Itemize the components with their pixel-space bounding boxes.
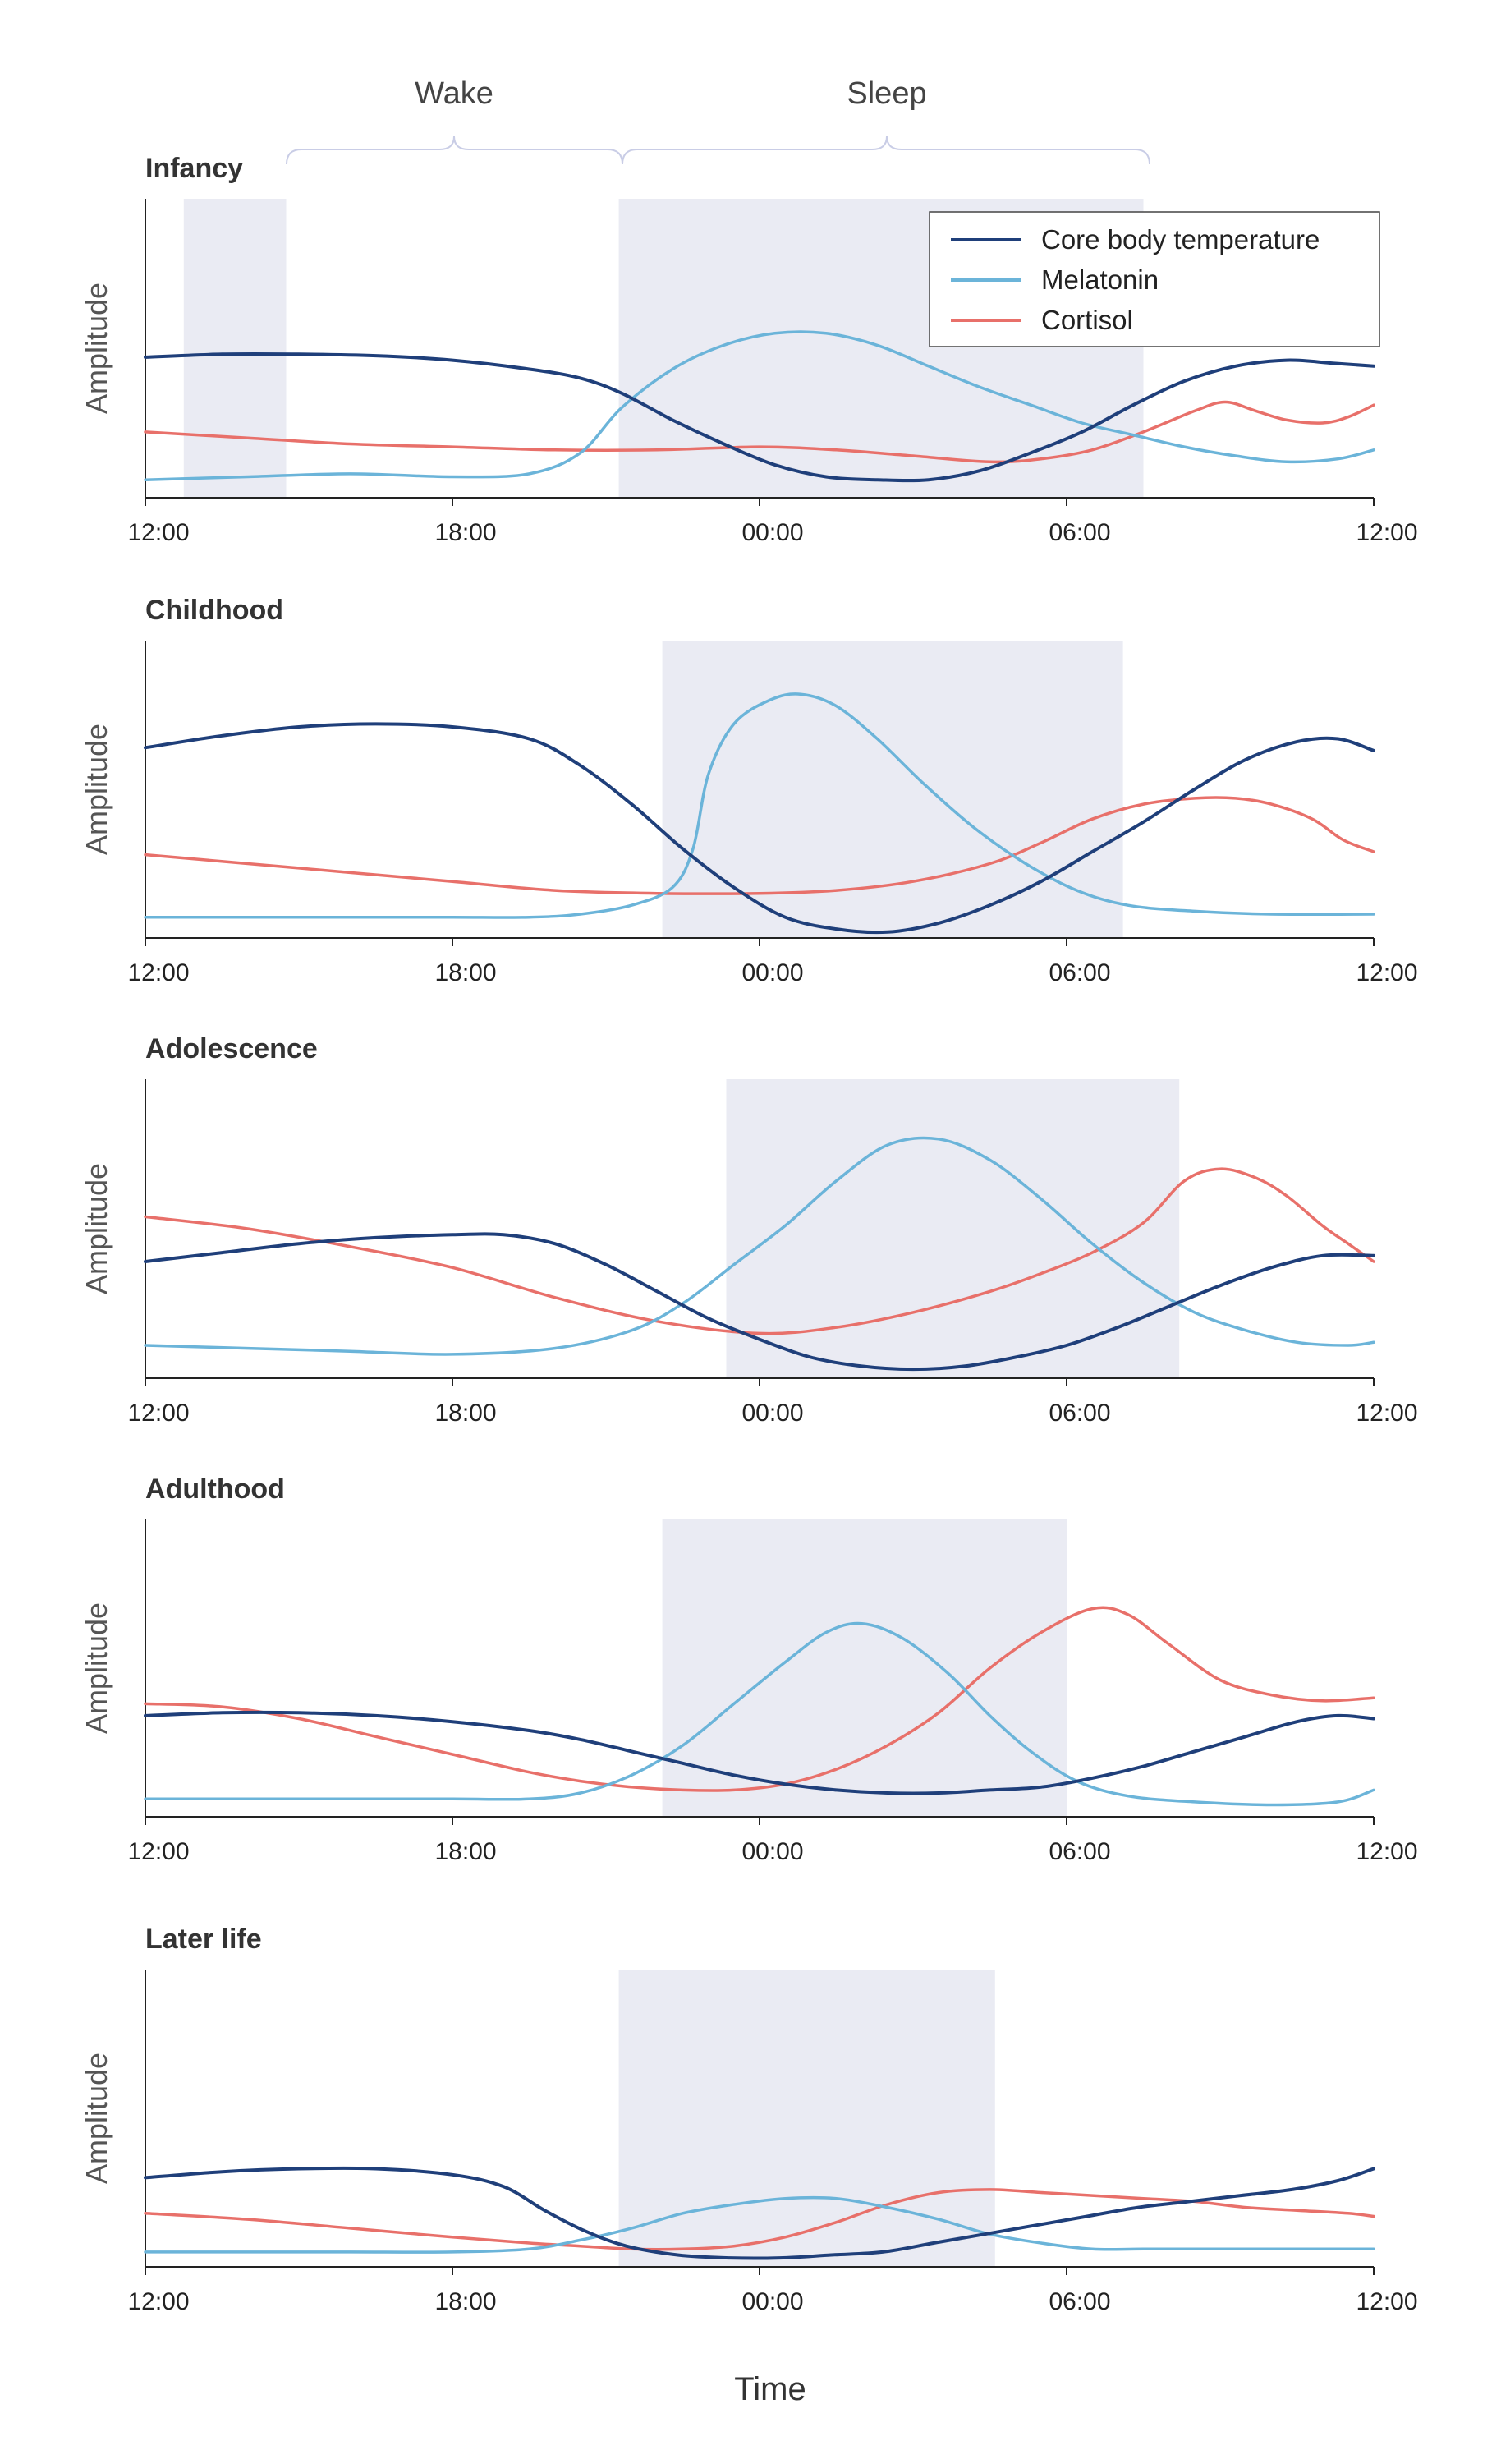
adolescence-cortisol-line bbox=[144, 1167, 1375, 1335]
sleep-bands-layer bbox=[183, 199, 1180, 2267]
infancy-y-axis-label: Amplitude bbox=[80, 283, 113, 414]
later-life-sleep-band-1 bbox=[618, 1970, 995, 2267]
adolescence-x-tick-label: 12:00 bbox=[1356, 1400, 1417, 1427]
infancy-x-tick-label: 06:00 bbox=[1049, 519, 1110, 546]
later-life-melatonin-line bbox=[144, 2195, 1375, 2254]
series-layer bbox=[144, 330, 1375, 2260]
adulthood-x-tick-label: 06:00 bbox=[1049, 1838, 1110, 1865]
sleep-label: Sleep bbox=[847, 76, 926, 111]
later-life-x-tick-label: 00:00 bbox=[741, 2288, 803, 2315]
adolescence-sleep-band-1 bbox=[726, 1079, 1180, 1378]
infancy-x-tick-label: 00:00 bbox=[741, 519, 803, 546]
adulthood-x-tick-label: 12:00 bbox=[127, 1838, 189, 1865]
adulthood-melatonin-line bbox=[144, 1621, 1375, 1807]
adulthood-cortisol-line bbox=[144, 1606, 1375, 1792]
infancy-panel-title: Infancy bbox=[145, 153, 243, 184]
wake-label: Wake bbox=[415, 76, 493, 111]
legend-label-melatonin: Melatonin bbox=[1041, 264, 1159, 295]
infancy-x-tick-label: 18:00 bbox=[434, 519, 496, 546]
adolescence-x-tick-label: 12:00 bbox=[127, 1400, 189, 1427]
later-life-y-axis-label: Amplitude bbox=[80, 2053, 113, 2184]
infancy-x-tick-label: 12:00 bbox=[127, 519, 189, 546]
adolescence-y-axis-label: Amplitude bbox=[80, 1163, 113, 1294]
legend: Core body temperature Melatonin Cortisol bbox=[929, 211, 1380, 347]
legend-label-temperature: Core body temperature bbox=[1041, 224, 1320, 255]
later-life-panel-title: Later life bbox=[145, 1924, 262, 1955]
adolescence-x-tick-label: 06:00 bbox=[1049, 1400, 1110, 1427]
childhood-x-tick-label: 12:00 bbox=[1356, 959, 1417, 986]
adulthood-x-tick-label: 12:00 bbox=[1356, 1838, 1417, 1865]
childhood-x-tick-label: 18:00 bbox=[434, 959, 496, 986]
infancy-melatonin-line bbox=[144, 330, 1375, 481]
x-axis-title: Time bbox=[734, 2371, 806, 2407]
infancy-cortisol-line bbox=[144, 400, 1375, 464]
childhood-panel-title: Childhood bbox=[145, 595, 283, 626]
axes-layer: Infancy Amplitude 12:00 18:00 00:00 06:00 12:0… bbox=[80, 153, 1418, 2315]
childhood-y-axis-label: Amplitude bbox=[80, 724, 113, 855]
adulthood-sleep-band-1 bbox=[662, 1519, 1067, 1817]
later-life-temperature-line bbox=[144, 2166, 1375, 2260]
adulthood-x-tick-label: 00:00 bbox=[741, 1838, 803, 1865]
adulthood-panel-title: Adulthood bbox=[145, 1473, 285, 1505]
childhood-cortisol-line bbox=[144, 796, 1375, 895]
later-life-x-tick-label: 06:00 bbox=[1049, 2288, 1110, 2315]
later-life-x-tick-label: 12:00 bbox=[127, 2288, 189, 2315]
childhood-x-tick-label: 00:00 bbox=[741, 959, 803, 986]
childhood-temperature-line bbox=[144, 722, 1375, 935]
later-life-cortisol-line bbox=[144, 2188, 1375, 2251]
adolescence-temperature-line bbox=[144, 1232, 1375, 1372]
later-life-x-tick-label: 12:00 bbox=[1356, 2288, 1417, 2315]
adulthood-x-tick-label: 18:00 bbox=[434, 1838, 496, 1865]
sleep-brace bbox=[622, 136, 1150, 165]
adolescence-panel-title: Adolescence bbox=[145, 1033, 318, 1064]
legend-label-cortisol: Cortisol bbox=[1041, 305, 1133, 335]
later-life-x-tick-label: 18:00 bbox=[434, 2288, 496, 2315]
wake-brace bbox=[286, 136, 623, 165]
adolescence-x-tick-label: 00:00 bbox=[741, 1400, 803, 1427]
childhood-x-tick-label: 12:00 bbox=[127, 959, 189, 986]
infancy-x-tick-label: 12:00 bbox=[1356, 519, 1417, 546]
adolescence-x-tick-label: 18:00 bbox=[434, 1400, 496, 1427]
legend-box bbox=[929, 211, 1380, 347]
infancy-sleep-band-1 bbox=[183, 199, 287, 498]
infancy-temperature-line bbox=[144, 352, 1375, 483]
childhood-sleep-band-1 bbox=[662, 641, 1123, 938]
adulthood-temperature-line bbox=[144, 1710, 1375, 1795]
adolescence-melatonin-line bbox=[144, 1136, 1375, 1356]
childhood-melatonin-line bbox=[144, 692, 1375, 919]
adulthood-y-axis-label: Amplitude bbox=[80, 1602, 113, 1734]
wake-sleep-header: Wake Sleep bbox=[286, 76, 1150, 165]
childhood-x-tick-label: 06:00 bbox=[1049, 959, 1110, 986]
